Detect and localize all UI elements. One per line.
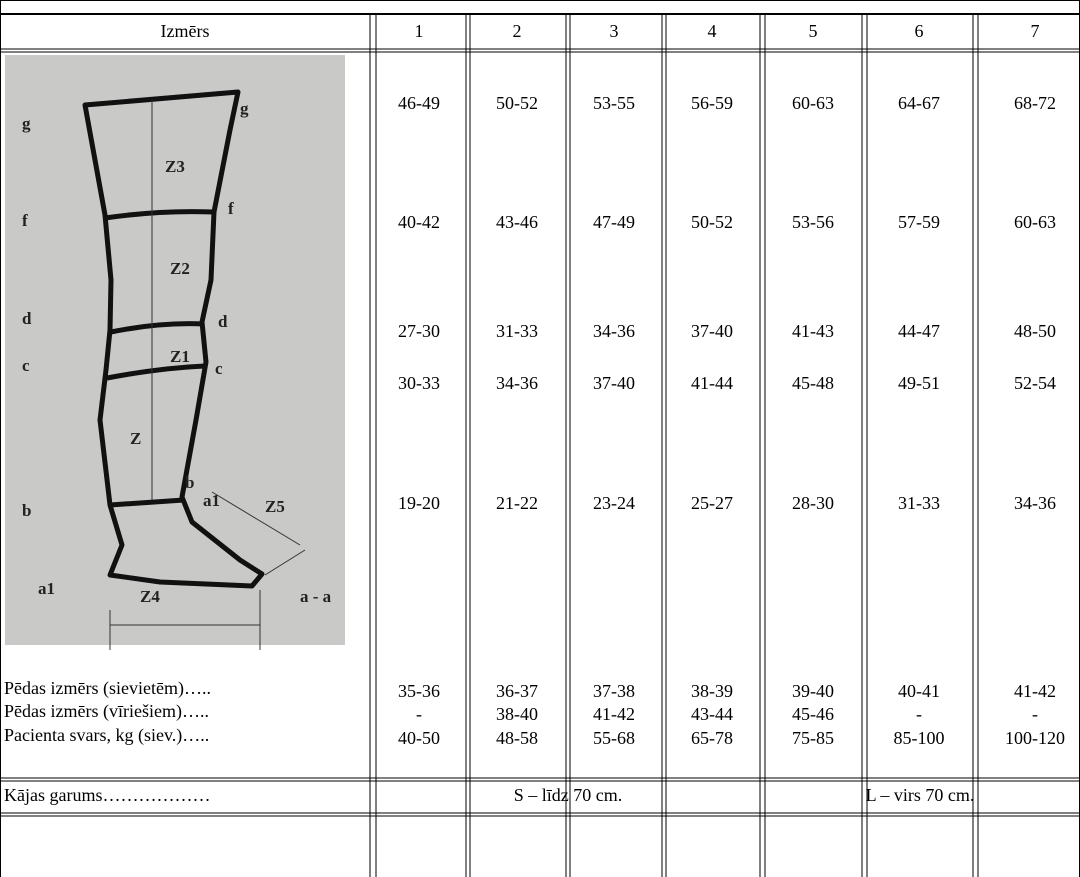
foot-value: 36-37 <box>496 681 538 701</box>
size-value: 52-54 <box>1014 373 1056 393</box>
header-cell: 6 <box>915 21 924 41</box>
figure-label: g <box>22 114 31 133</box>
row-label: Pēdas izmērs (vīriešiem)….. <box>4 701 209 722</box>
foot-value: 85-100 <box>894 728 945 748</box>
foot-value: - <box>916 704 922 724</box>
header-cell: 2 <box>513 21 522 41</box>
size-value: 41-44 <box>691 373 733 393</box>
header-cell: 1 <box>415 21 424 41</box>
figure-label: d <box>22 309 32 328</box>
figure-label: d <box>218 312 228 331</box>
figure-label: c <box>22 356 30 375</box>
foot-value: 100-120 <box>1005 728 1065 748</box>
header-cell: 5 <box>809 21 818 41</box>
foot-value: 45-46 <box>792 704 834 724</box>
foot-value: - <box>1032 704 1038 724</box>
foot-value: 65-78 <box>691 728 733 748</box>
figure-label: Z2 <box>170 259 190 278</box>
figure-label: a1 <box>203 491 220 510</box>
size-value: 56-59 <box>691 93 733 113</box>
size-value: 41-43 <box>792 321 834 341</box>
foot-value: 40-50 <box>398 728 440 748</box>
size-value: 43-46 <box>496 212 538 232</box>
size-value: 34-36 <box>496 373 538 393</box>
foot-value: - <box>416 704 422 724</box>
size-value: 60-63 <box>1014 212 1056 232</box>
figure-label: c <box>215 359 223 378</box>
size-value: 60-63 <box>792 93 834 113</box>
row-label: Kājas garums……………… <box>4 785 210 805</box>
size-value: 50-52 <box>691 212 733 232</box>
size-value: 31-33 <box>496 321 538 341</box>
size-value: 27-30 <box>398 321 440 341</box>
foot-value: 48-58 <box>496 728 538 748</box>
length-value: L – virs 70 cm. <box>866 785 975 805</box>
size-value: 34-36 <box>593 321 635 341</box>
size-value: 53-56 <box>792 212 834 232</box>
size-value: 25-27 <box>691 493 733 513</box>
size-value: 30-33 <box>398 373 440 393</box>
size-value: 21-22 <box>496 493 538 513</box>
size-value: 37-40 <box>691 321 733 341</box>
size-value: 48-50 <box>1014 321 1056 341</box>
figure-label: a1 <box>38 579 55 598</box>
size-value: 45-48 <box>792 373 834 393</box>
figure-label: f <box>228 199 234 218</box>
figure-label: Z5 <box>265 497 285 516</box>
figure-label: Z3 <box>165 157 185 176</box>
row-label: Pēdas izmērs (sievietēm)….. <box>4 678 211 699</box>
size-value: 40-42 <box>398 212 440 232</box>
header-cell: 7 <box>1031 21 1040 41</box>
size-value: 31-33 <box>898 493 940 513</box>
figure-label: b <box>185 473 194 492</box>
size-value: 53-55 <box>593 93 635 113</box>
foot-value: 38-39 <box>691 681 733 701</box>
size-value: 64-67 <box>898 93 940 113</box>
foot-value: 38-40 <box>496 704 538 724</box>
size-value: 46-49 <box>398 93 440 113</box>
figure-label: Z <box>130 429 141 448</box>
row-label: Pacienta svars, kg (siev.)….. <box>4 725 209 746</box>
size-value: 23-24 <box>593 493 635 513</box>
foot-value: 37-38 <box>593 681 635 701</box>
foot-value: 75-85 <box>792 728 834 748</box>
size-value: 28-30 <box>792 493 834 513</box>
foot-value: 35-36 <box>398 681 440 701</box>
size-value: 44-47 <box>898 321 940 341</box>
figure-label: a - a <box>300 587 332 606</box>
header-cell: Izmērs <box>161 21 210 41</box>
foot-value: 55-68 <box>593 728 635 748</box>
foot-value: 41-42 <box>593 704 635 724</box>
length-value: S – līdz 70 cm. <box>514 785 623 805</box>
size-value: 34-36 <box>1014 493 1056 513</box>
figure-label: b <box>22 501 31 520</box>
foot-value: 39-40 <box>792 681 834 701</box>
size-value: 68-72 <box>1014 93 1056 113</box>
figure-label: f <box>22 211 28 230</box>
leg-figure: g g Z3 f f Z2 d d Z1 c c Zb b a1 Z5 a1 Z4 a - a <box>5 55 345 650</box>
size-value: 57-59 <box>898 212 940 232</box>
figure-label: g <box>240 99 249 118</box>
header-cell: 4 <box>708 21 717 41</box>
foot-value: 41-42 <box>1014 681 1056 701</box>
header-cell: 3 <box>610 21 619 41</box>
foot-value: 43-44 <box>691 704 733 724</box>
figure-label: Z1 <box>170 347 190 366</box>
size-value: 50-52 <box>496 93 538 113</box>
size-value: 19-20 <box>398 493 440 513</box>
size-value: 49-51 <box>898 373 940 393</box>
figure-label: Z4 <box>140 587 160 606</box>
size-value: 47-49 <box>593 212 635 232</box>
page: ggZ3ffZ2ddZ1ccZbba1Z5a1Z4a - a Izmērs123… <box>0 0 1080 877</box>
size-value: 37-40 <box>593 373 635 393</box>
foot-value: 40-41 <box>898 681 940 701</box>
